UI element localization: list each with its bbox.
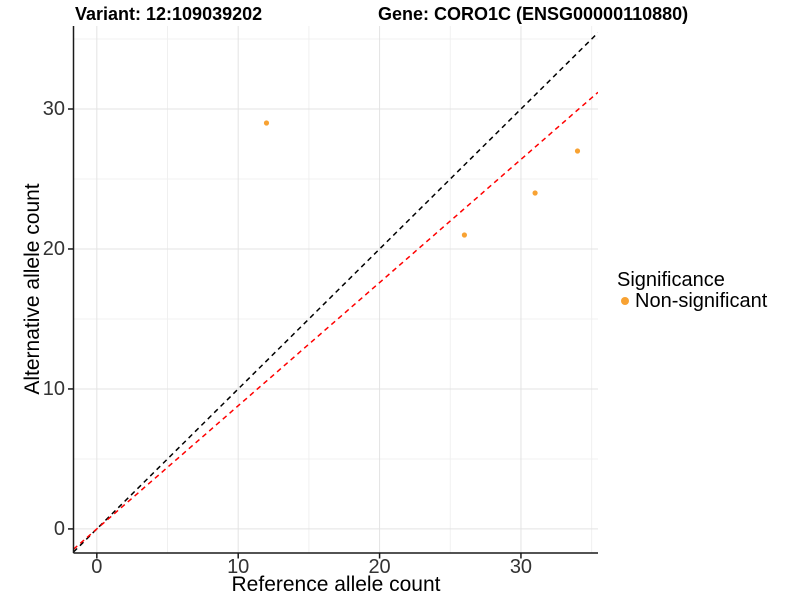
data-point xyxy=(574,148,581,154)
data-point xyxy=(532,190,538,196)
x-tick-label: 20 xyxy=(368,556,391,578)
x-axis-label: Reference allele count xyxy=(231,573,441,596)
legend-point-icon xyxy=(621,297,629,305)
legend-title: Significance xyxy=(617,269,725,291)
plot-title-variant: Variant: 12:109039202 xyxy=(75,4,263,24)
plot-title-gene: Gene: CORO1C (ENSG00000110880) xyxy=(378,4,689,24)
legend-entry-label: Non-significant xyxy=(635,290,768,312)
x-tick-label: 10 xyxy=(227,556,250,578)
y-axis-label: Alternative allele count xyxy=(21,183,44,395)
x-tick-label: 0 xyxy=(91,556,103,578)
y-tick-label: 20 xyxy=(42,237,65,260)
y-tick-label: 0 xyxy=(53,517,65,540)
reference-line-identity xyxy=(73,32,598,553)
legend: Significance Non-significant xyxy=(617,269,767,311)
y-tick-label: 30 xyxy=(42,98,65,120)
x-tick-label: 30 xyxy=(509,556,533,578)
legend-entry-non-significant: Non-significant xyxy=(617,291,767,311)
reference-line-fit xyxy=(73,91,598,550)
y-tick-label: 10 xyxy=(42,377,65,400)
data-point xyxy=(263,120,270,126)
data-point xyxy=(461,232,468,238)
